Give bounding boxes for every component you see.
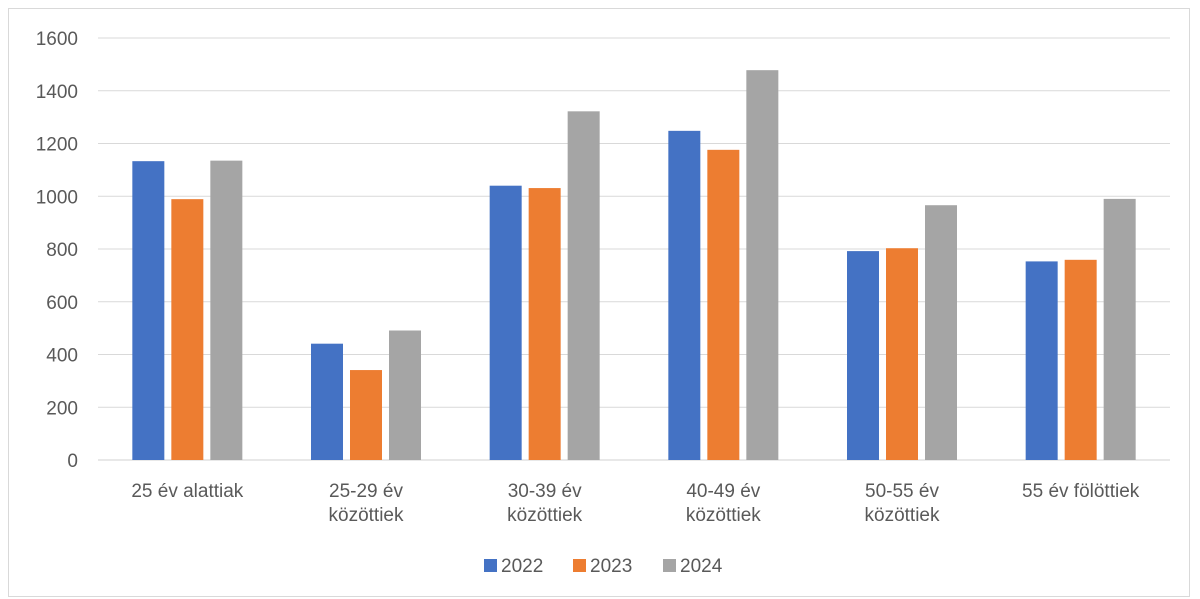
bar-2022-1 [311, 343, 343, 460]
bar-2022-2 [489, 185, 522, 460]
legend-swatch-2024 [663, 559, 676, 572]
bar-2023-5 [1064, 259, 1097, 460]
bar-2024-1 [389, 330, 421, 460]
gridlines [98, 37, 1170, 461]
bar-2022-4 [847, 251, 879, 460]
chart-frame [8, 8, 1190, 597]
y-tick-label: 800 [46, 240, 78, 261]
bar-2022-0 [132, 161, 165, 460]
bar-2023-4 [886, 248, 918, 460]
bar-2023-0 [171, 199, 204, 460]
bars [132, 70, 1136, 461]
x-category-label: 40-49 év közöttiek [686, 481, 761, 526]
bar-2024-2 [567, 111, 600, 460]
legend-label-2022: 2022 [501, 556, 543, 577]
bar-2024-5 [1103, 198, 1136, 460]
bar-2024-3 [746, 70, 779, 461]
bar-2022-5 [1025, 261, 1058, 460]
y-tick-label: 1600 [36, 29, 78, 50]
y-tick-label: 1200 [36, 135, 78, 156]
y-tick-label: 1000 [36, 187, 78, 208]
legend-swatch-2022 [484, 559, 497, 572]
x-axis-labels: 25 év alattiak 25-29 év közöttiek 30-39 év k… [131, 481, 1139, 526]
bar-2023-3 [707, 149, 740, 460]
legend-label-2024: 2024 [680, 556, 723, 577]
x-category-label: 25-29 év közöttiek [329, 481, 404, 526]
bar-2022-3 [668, 130, 701, 460]
bar-2023-2 [528, 188, 561, 461]
legend-label-2023: 2023 [590, 556, 632, 577]
y-tick-label: 0 [67, 451, 78, 472]
y-tick-label: 1400 [36, 82, 78, 103]
y-tick-label: 200 [46, 398, 78, 419]
x-category-label: 55 év fölöttiek [1022, 481, 1140, 502]
x-category-label: 30-39 év közöttiek [507, 481, 582, 526]
legend: 2022 2023 2024 [484, 556, 723, 577]
y-tick-label: 600 [46, 293, 78, 314]
bar-2024-4 [925, 205, 957, 460]
bar-2023-1 [350, 370, 382, 460]
y-tick-label: 400 [46, 346, 78, 367]
bar-2024-0 [210, 160, 243, 461]
legend-swatch-2023 [573, 559, 586, 572]
x-category-label: 50-55 év közöttiek [865, 481, 940, 526]
y-axis-ticks: 0 200 400 600 800 1000 1200 1400 1600 [36, 29, 78, 472]
x-category-label: 25 év alattiak [131, 481, 243, 502]
